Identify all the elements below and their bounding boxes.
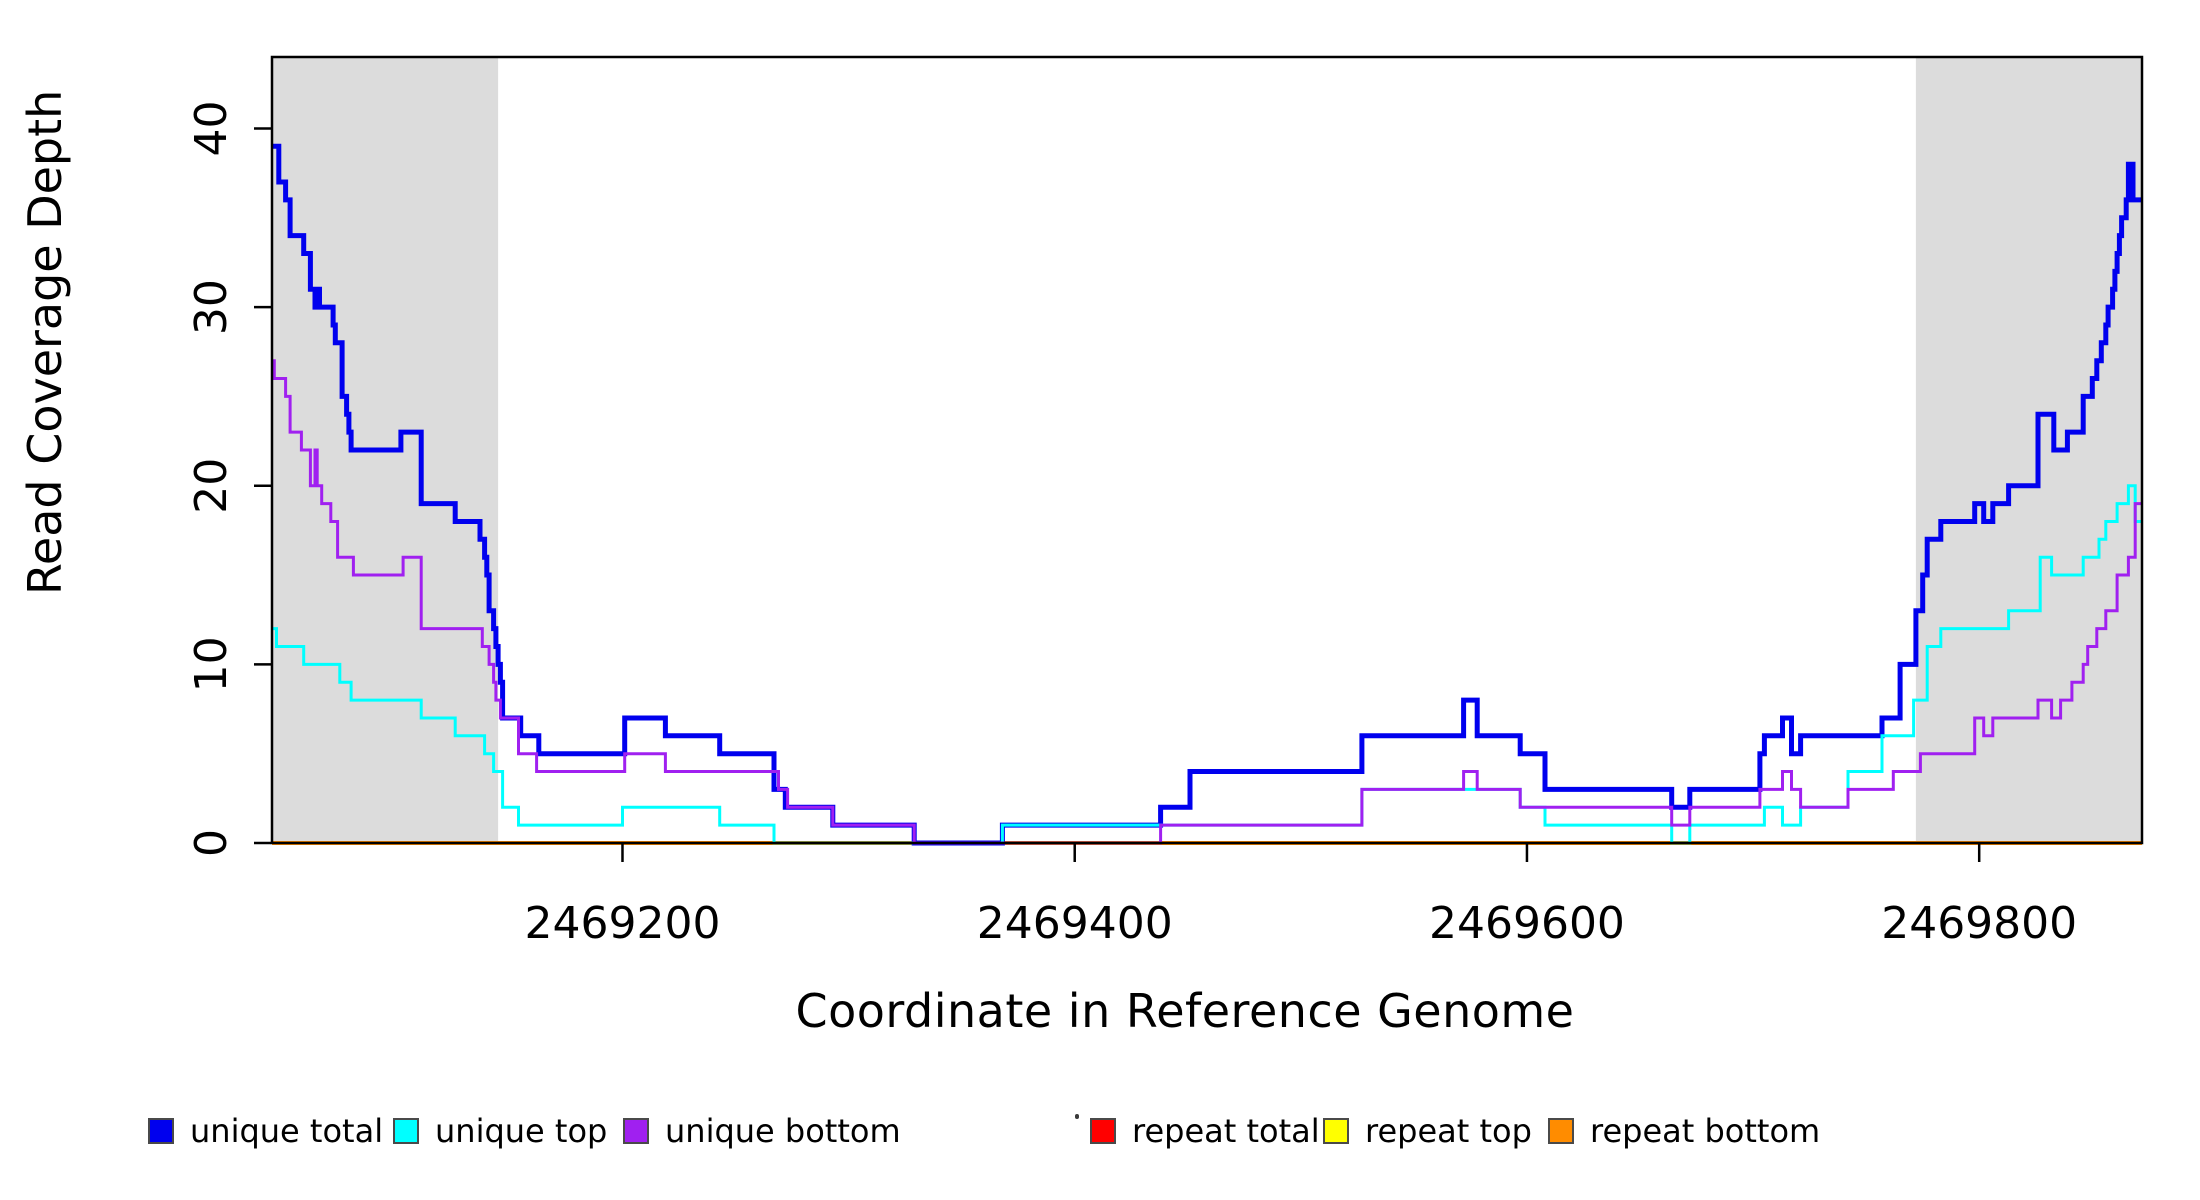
y-tick-label: 30 xyxy=(186,279,237,335)
y-axis-title: Read Coverage Depth xyxy=(18,89,72,595)
x-tick-label: 2469800 xyxy=(1881,898,2077,949)
y-tick-label: 20 xyxy=(186,458,237,514)
series-line-unique-bottom xyxy=(272,359,2142,845)
x-tick-label: 2469400 xyxy=(977,898,1173,949)
series-lines xyxy=(272,143,2142,846)
y-tick-label: 10 xyxy=(186,636,237,692)
x-tick-label: 2469600 xyxy=(1429,898,1625,949)
plot-border xyxy=(270,55,2144,845)
x-tick-label: 2469200 xyxy=(524,898,720,949)
y-tick-label: 40 xyxy=(186,100,237,156)
legend-artifact-dot xyxy=(1075,1114,1079,1119)
x-axis-title: Coordinate in Reference Genome xyxy=(795,984,1575,1038)
shaded-region-right xyxy=(1915,57,2142,843)
y-tick-label: 0 xyxy=(186,829,237,857)
series-line-unique-total xyxy=(272,143,2142,846)
